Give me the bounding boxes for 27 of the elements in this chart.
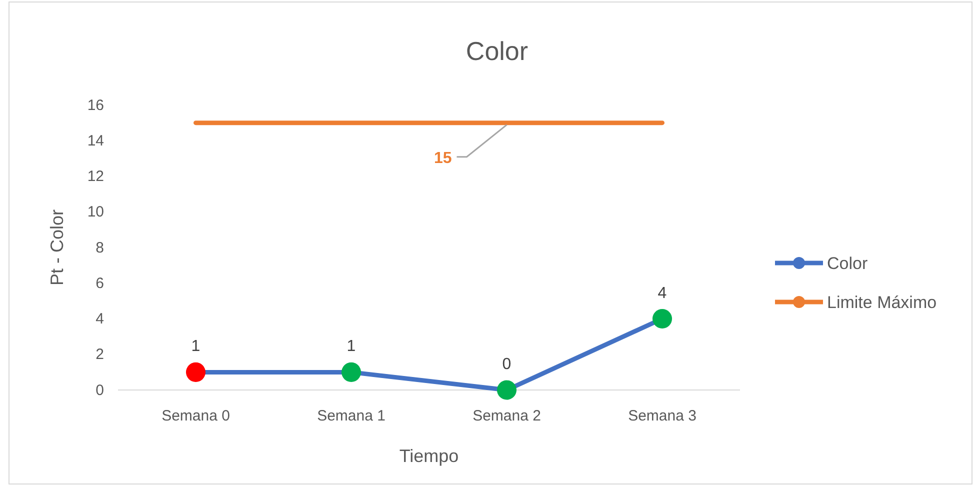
y-tick-label: 8 [96,239,104,256]
y-tick-label: 6 [96,274,104,292]
y-tick-label: 16 [87,96,104,114]
x-tick-label: Semana 0 [162,408,230,425]
x-tick-label: Semana 1 [317,408,386,425]
y-tick-label: 10 [87,204,104,221]
legend-label: Limite Máximo [827,293,937,312]
data-label: 4 [658,284,667,302]
point [652,308,672,329]
chart-title: Color [466,36,528,66]
point [186,362,206,382]
x-tick-label: Semana 3 [628,408,696,425]
data-label: 15 [434,150,452,167]
data-label: 0 [502,356,512,373]
y-tick-label: 2 [96,346,104,364]
data-label: 1 [191,338,200,356]
point [341,362,362,382]
y-tick-label: 4 [96,310,104,328]
point [496,380,517,400]
x-axis-title: Tiempo [399,446,459,466]
x-tick-label: Semana 2 [472,408,541,425]
legend-label: Color [827,254,868,273]
y-tick-label: 0 [96,382,104,399]
y-tick-label: 14 [87,132,104,150]
y-axis-title: Pt - Color [47,209,67,286]
y-tick-label: 12 [87,168,104,186]
data-label: 1 [346,338,356,356]
